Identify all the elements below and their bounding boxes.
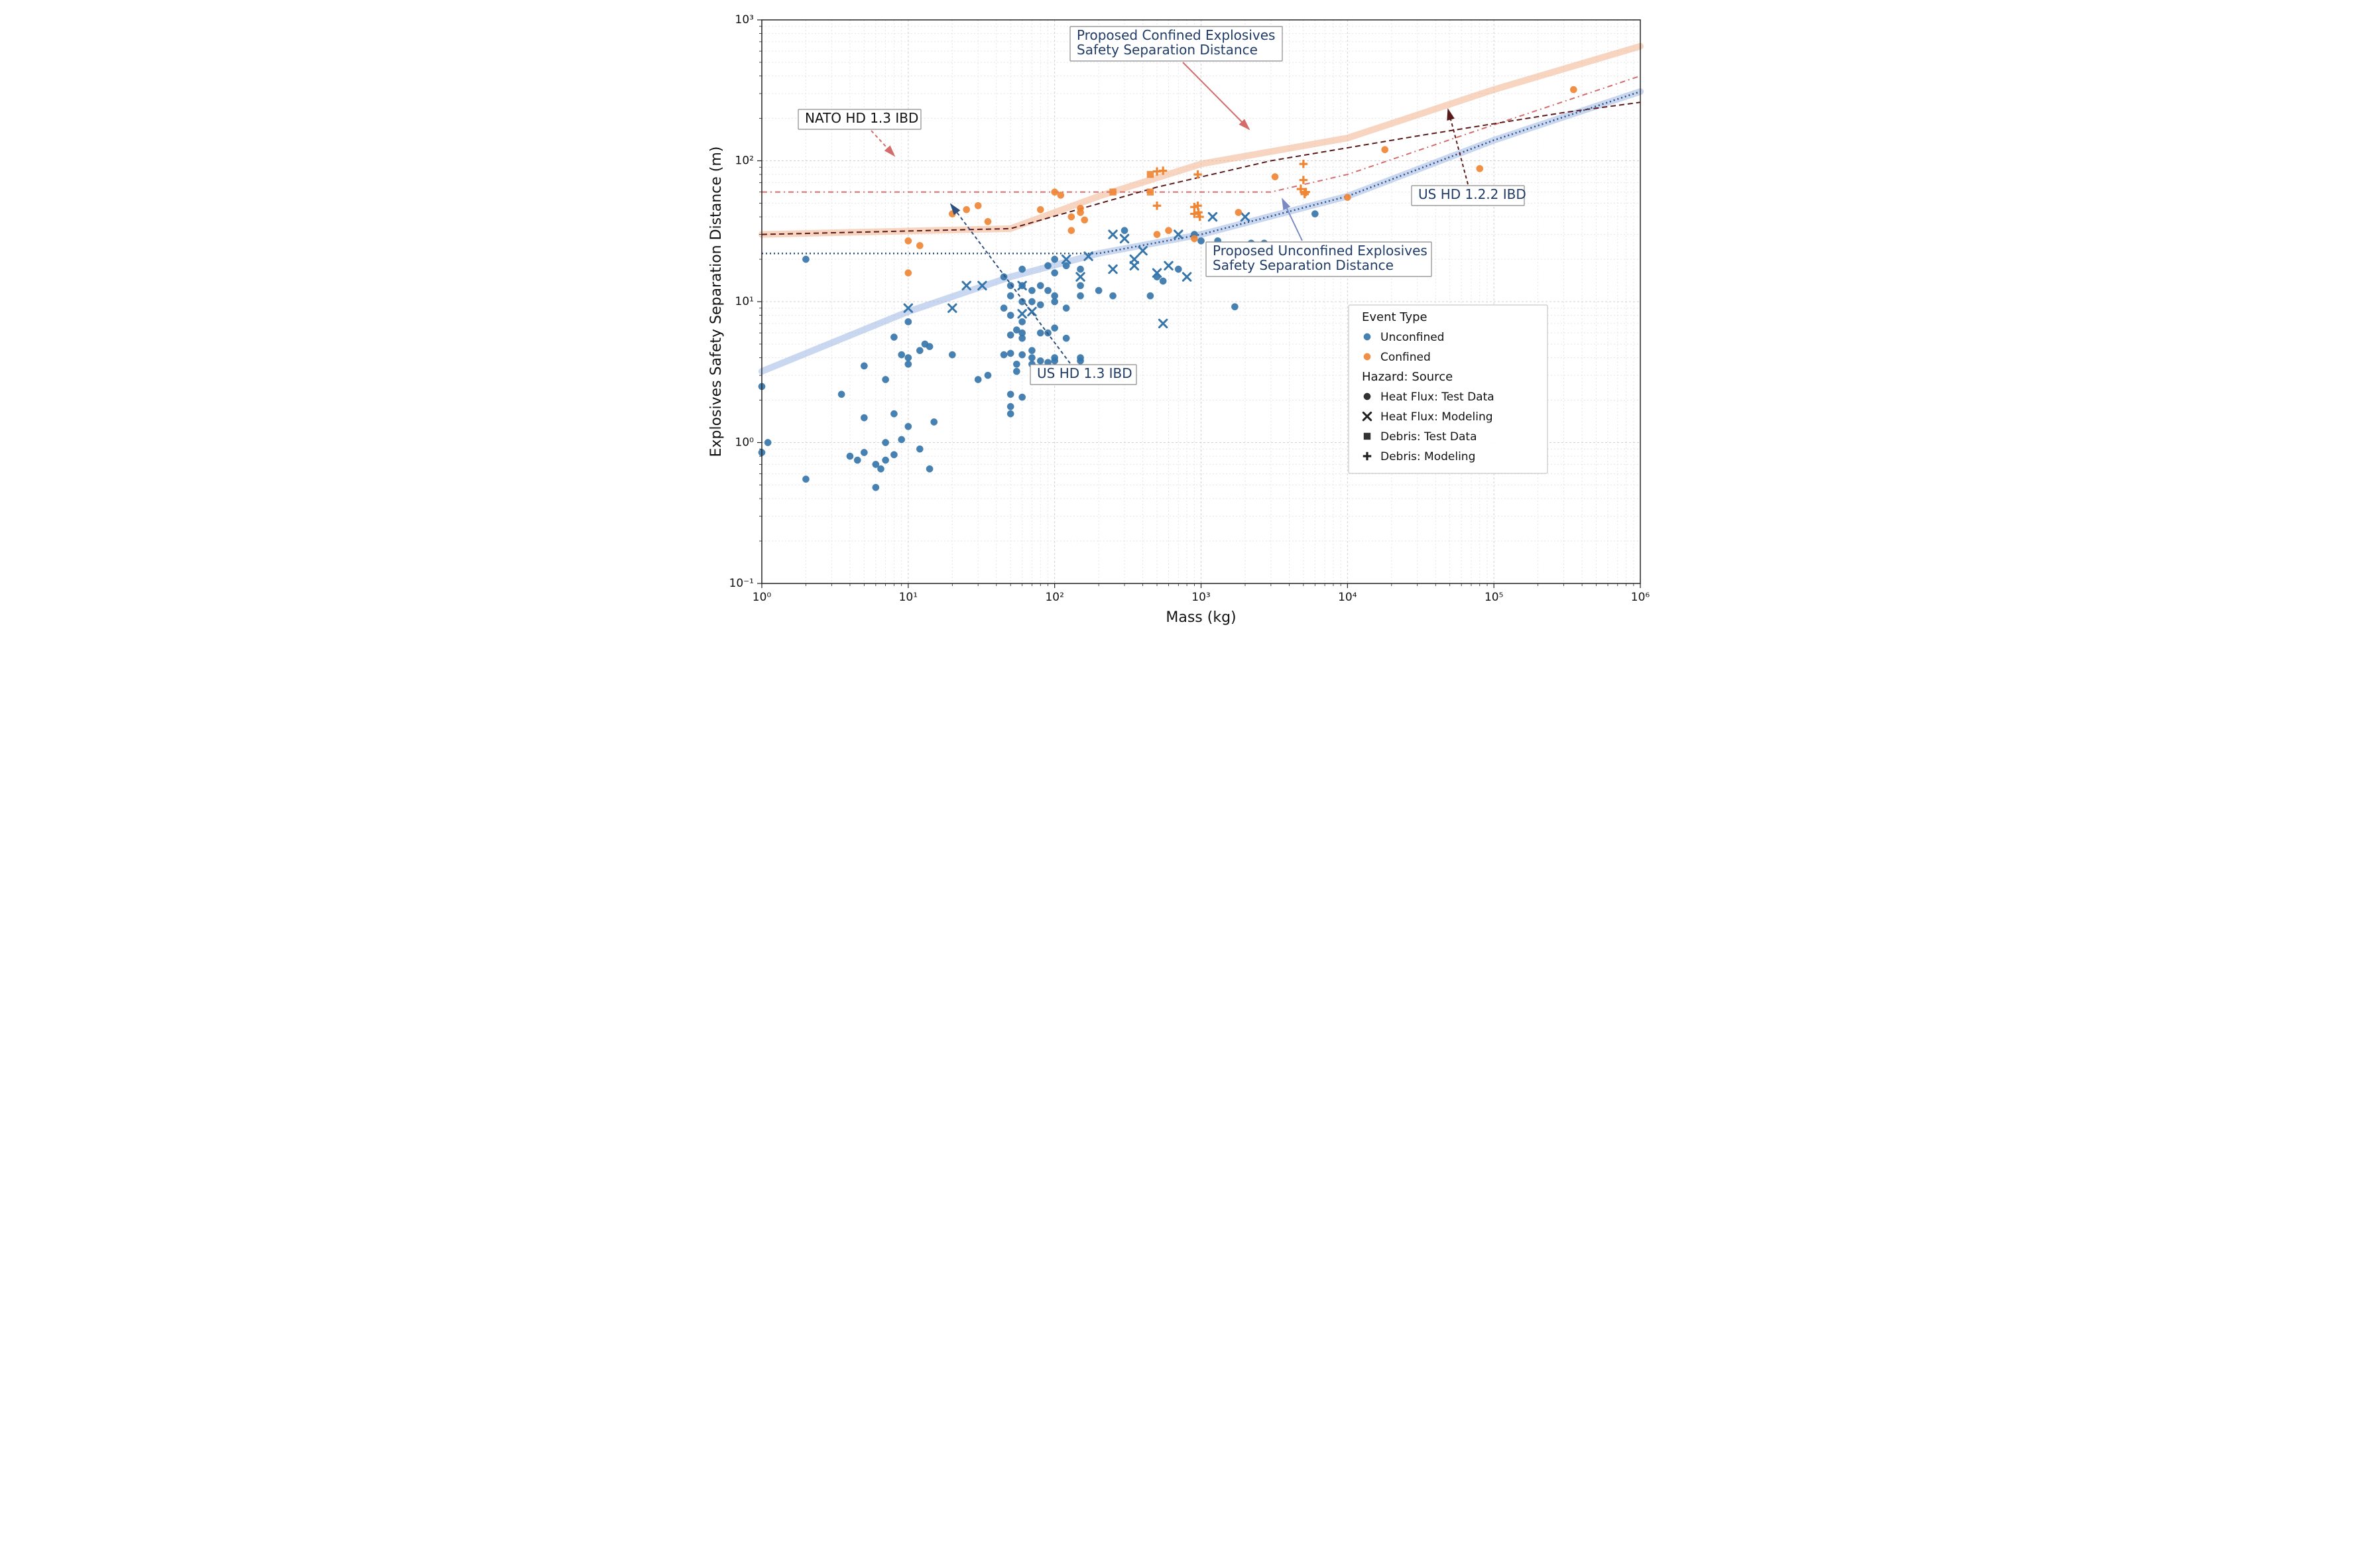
chart-container: 10⁰10¹10²10³10⁴10⁵10⁶10⁻¹10⁰10¹10²10³Mas… xyxy=(699,0,1667,643)
proposed-confined-callout-text1: Proposed Confined Explosives xyxy=(1077,27,1275,43)
svg-text:10²: 10² xyxy=(735,154,753,168)
svg-text:10⁰: 10⁰ xyxy=(752,591,771,604)
legend-item-deb-model: Debris: Modeling xyxy=(1380,450,1475,463)
legend-item-hf-test: Heat Flux: Test Data xyxy=(1380,391,1494,404)
scatter-chart: 10⁰10¹10²10³10⁴10⁵10⁶10⁻¹10⁰10¹10²10³Mas… xyxy=(699,0,1667,643)
svg-text:10¹: 10¹ xyxy=(735,295,753,308)
proposed-unconfined-callout-text2: Safety Separation Distance xyxy=(1213,257,1394,273)
legend-item-unconfined: Unconfined xyxy=(1380,331,1444,344)
proposed-unconfined-callout-text1: Proposed Unconfined Explosives xyxy=(1213,243,1427,259)
legend: Event Type Unconfined Confined Hazard: Sour… xyxy=(1349,305,1547,473)
svg-text:10³: 10³ xyxy=(735,13,753,27)
svg-text:10¹: 10¹ xyxy=(898,591,917,604)
legend-item-hf-model: Heat Flux: Modeling xyxy=(1380,410,1493,424)
svg-text:10⁻¹: 10⁻¹ xyxy=(729,577,753,590)
nato-callout-text1: NATO HD 1.3 IBD xyxy=(805,110,918,126)
legend-item-deb-test: Debris: Test Data xyxy=(1380,430,1477,444)
svg-text:10⁵: 10⁵ xyxy=(1484,591,1502,604)
us-hd13-callout-text1: US HD 1.3 IBD xyxy=(1037,365,1132,381)
legend-title-hazard: Hazard: Source xyxy=(1362,370,1453,384)
legend-title-event: Event Type xyxy=(1362,310,1427,324)
svg-text:10²: 10² xyxy=(1045,591,1063,604)
svg-text:10⁴: 10⁴ xyxy=(1338,591,1357,604)
legend-item-confined: Confined xyxy=(1380,351,1431,364)
x-axis-label: Mass (kg) xyxy=(1166,609,1236,626)
y-axis-label: Explosives Safety Separation Distance (m… xyxy=(708,147,725,457)
us-hd122-callout-text1: US HD 1.2.2 IBD xyxy=(1418,186,1526,202)
svg-text:10⁰: 10⁰ xyxy=(735,436,754,450)
svg-text:10³: 10³ xyxy=(1191,591,1210,604)
svg-text:10⁶: 10⁶ xyxy=(1630,591,1650,604)
proposed-confined-callout-text2: Safety Separation Distance xyxy=(1077,42,1258,58)
